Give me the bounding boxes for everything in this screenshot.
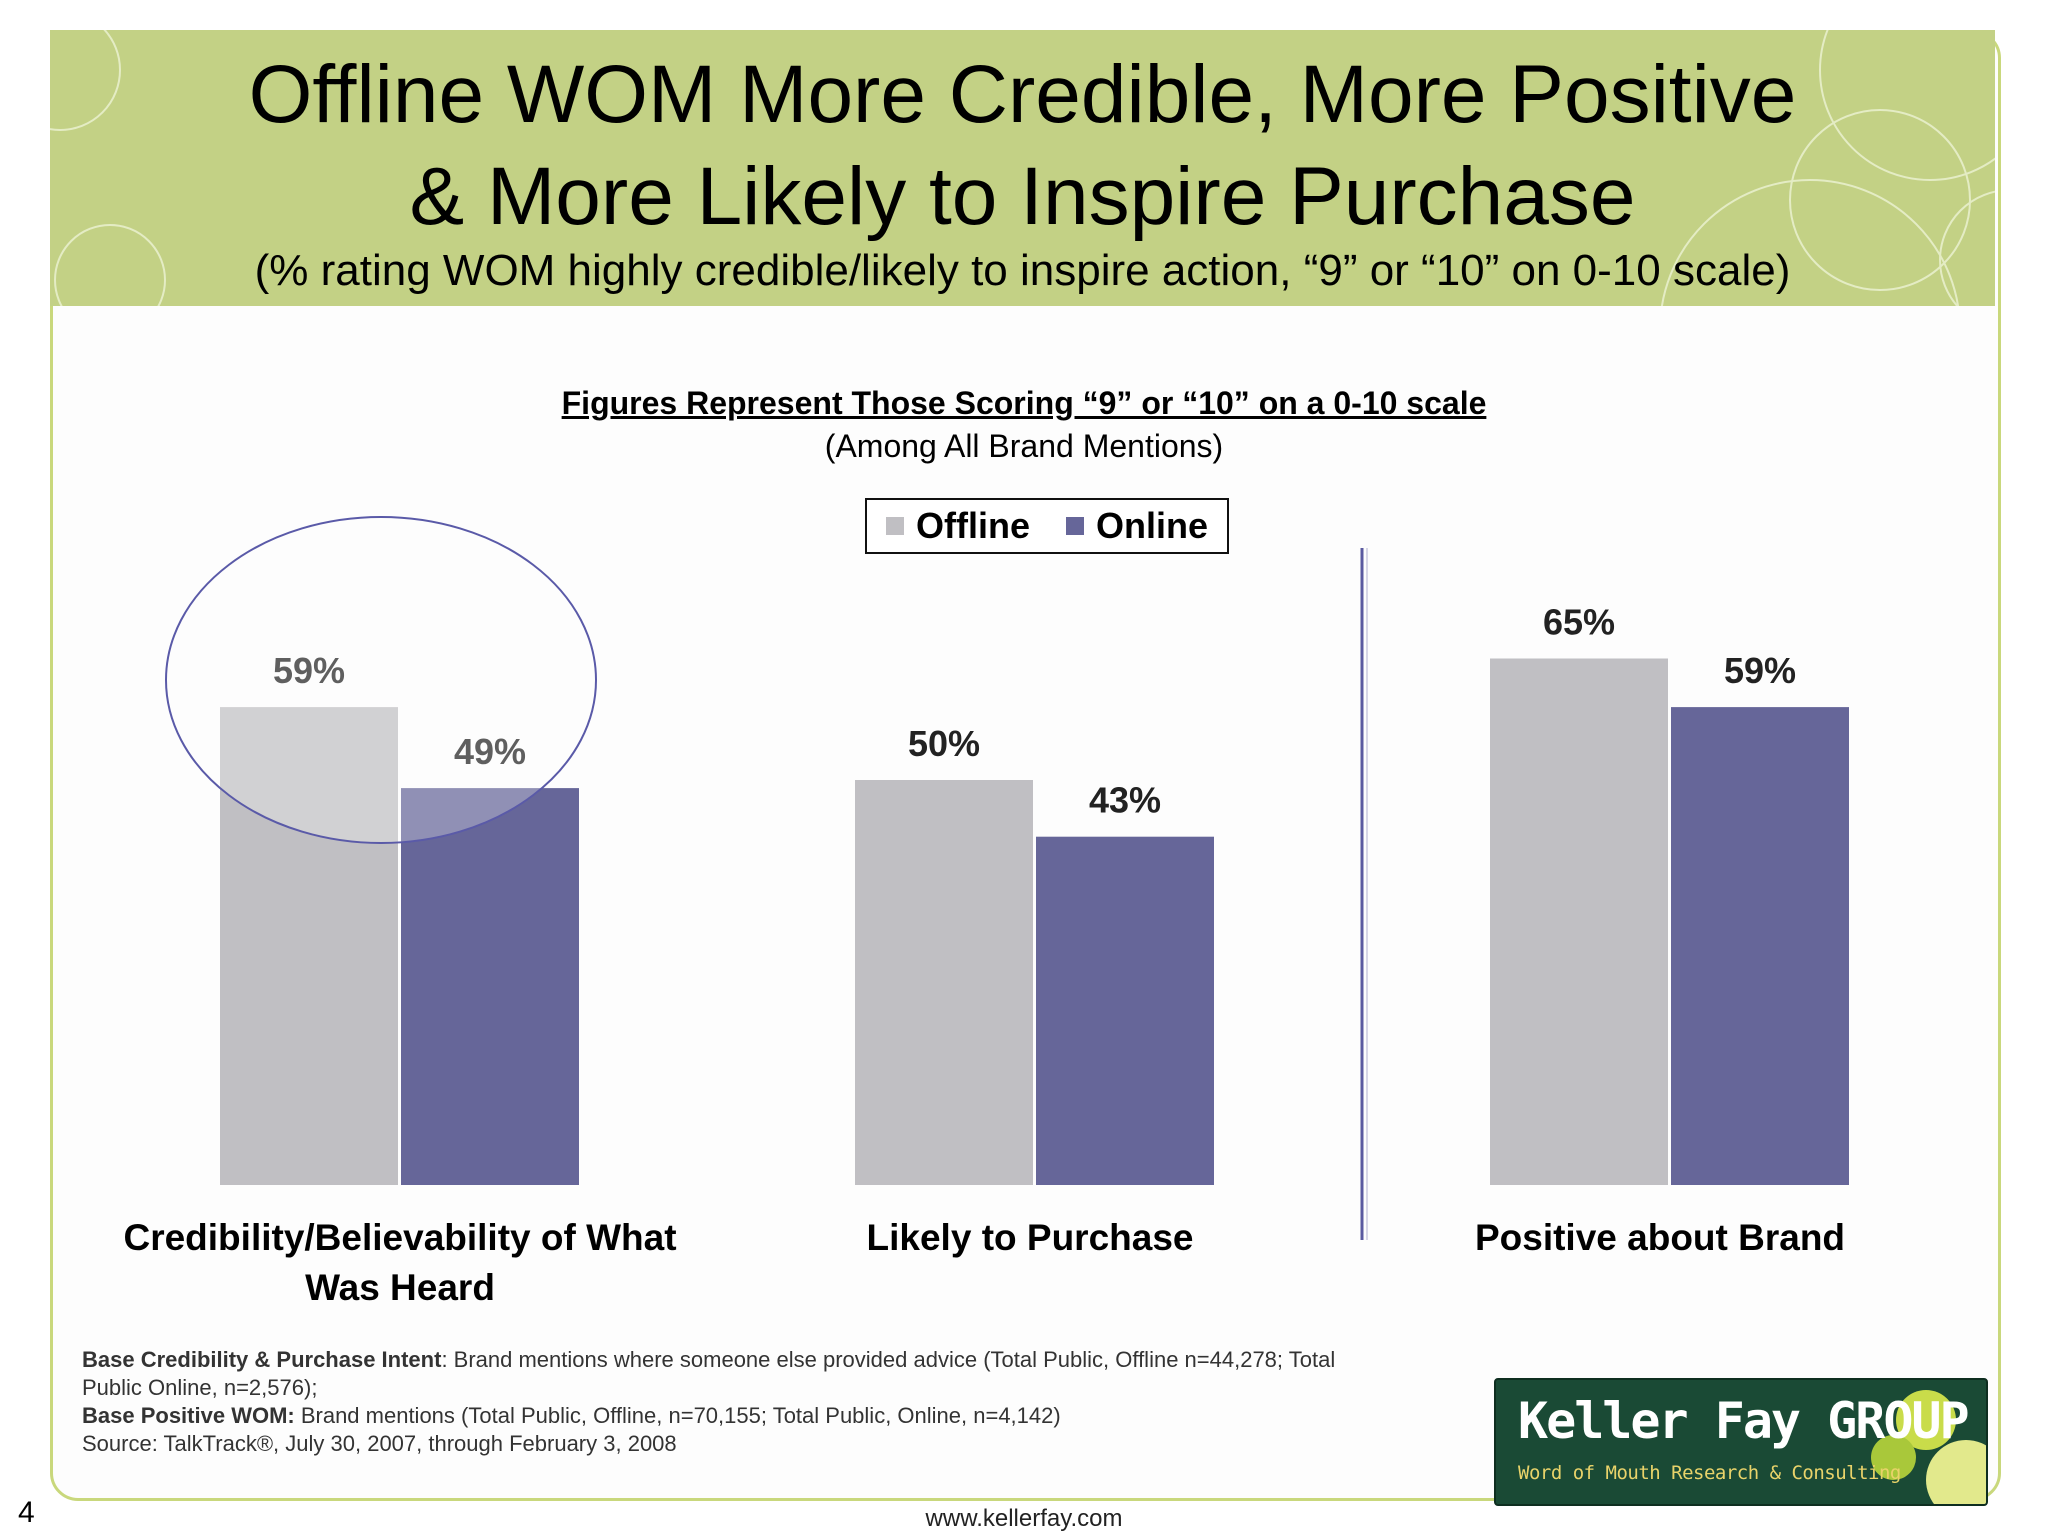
title-banner [50,30,1995,306]
data-label-offline-0: 59% [273,650,345,691]
legend-item-offline: Offline [885,505,1030,547]
footnote-base-credibility-text: : Brand mentions where someone else prov… [441,1347,1336,1372]
data-label-online-2: 59% [1724,650,1796,691]
logo-tagline: Word of Mouth Research & Consulting [1518,1462,1901,1484]
banner-circles-decoration [50,30,1995,306]
legend-item-online: Online [1065,505,1208,547]
bar-online-2 [1671,707,1849,1185]
page-number: 4 [18,1496,35,1529]
category-label-purchase: Likely to Purchase [866,1217,1194,1258]
data-label-online-1: 43% [1089,780,1161,821]
footnote-source: Source: TalkTrack®, July 30, 2007, throu… [82,1431,677,1456]
chart-legend: Offline Online [865,498,1229,554]
slide-subtitle: (% rating WOM highly credible/likely to … [254,246,1791,295]
footnote-base-positive-text: Brand mentions (Total Public, Offline, n… [294,1403,1061,1428]
legend-swatch-offline [885,517,904,535]
category-label-positive: Positive about Brand [1474,1217,1846,1258]
legend-label-online: Online [1095,505,1208,546]
data-label-offline-1: 50% [908,723,980,764]
slide-title-line1: Offline WOM More Credible, More Positive [248,49,1797,140]
base-footnote: Base Credibility & Purchase Intent: Bran… [82,1346,1442,1458]
bar-offline-0 [220,707,398,1185]
footnote-base-credibility-label: Base Credibility & Purchase Intent [82,1347,442,1372]
logo-circle-decoration [1871,1435,1916,1480]
bar-online-1 [1036,836,1214,1185]
footnote-line2: Public Online, n=2,576); [82,1375,318,1400]
logo-box: Keller Fay GROUP Word of Mouth Research … [1494,1378,1988,1506]
highlight-ellipse [165,516,597,844]
logo-name: Keller Fay GROUP [1518,1392,1970,1450]
chart-note-subheading: (Among All Brand Mentions) [824,428,1224,464]
legend-label-offline: Offline [915,505,1030,546]
bar-offline-2 [1490,658,1668,1185]
category-label-credibility: Credibility/Believability of What Was He… [123,1217,677,1308]
bar-online-0 [401,788,579,1185]
footer-url: www.kellerfay.com [925,1505,1123,1532]
footnote-base-positive-label: Base Positive WOM: [82,1403,295,1428]
data-label-offline-2: 65% [1543,602,1615,643]
chart-note-heading: Figures Represent Those Scoring “9” or “… [561,385,1487,421]
slide-title-line2: & More Likely to Inspire Purchase [409,151,1636,242]
legend-swatch-online [1065,517,1084,535]
data-label-online-0: 49% [454,731,526,772]
bar-offline-1 [855,780,1033,1185]
keller-fay-logo: Keller Fay GROUP Word of Mouth Research … [1494,1378,1988,1506]
